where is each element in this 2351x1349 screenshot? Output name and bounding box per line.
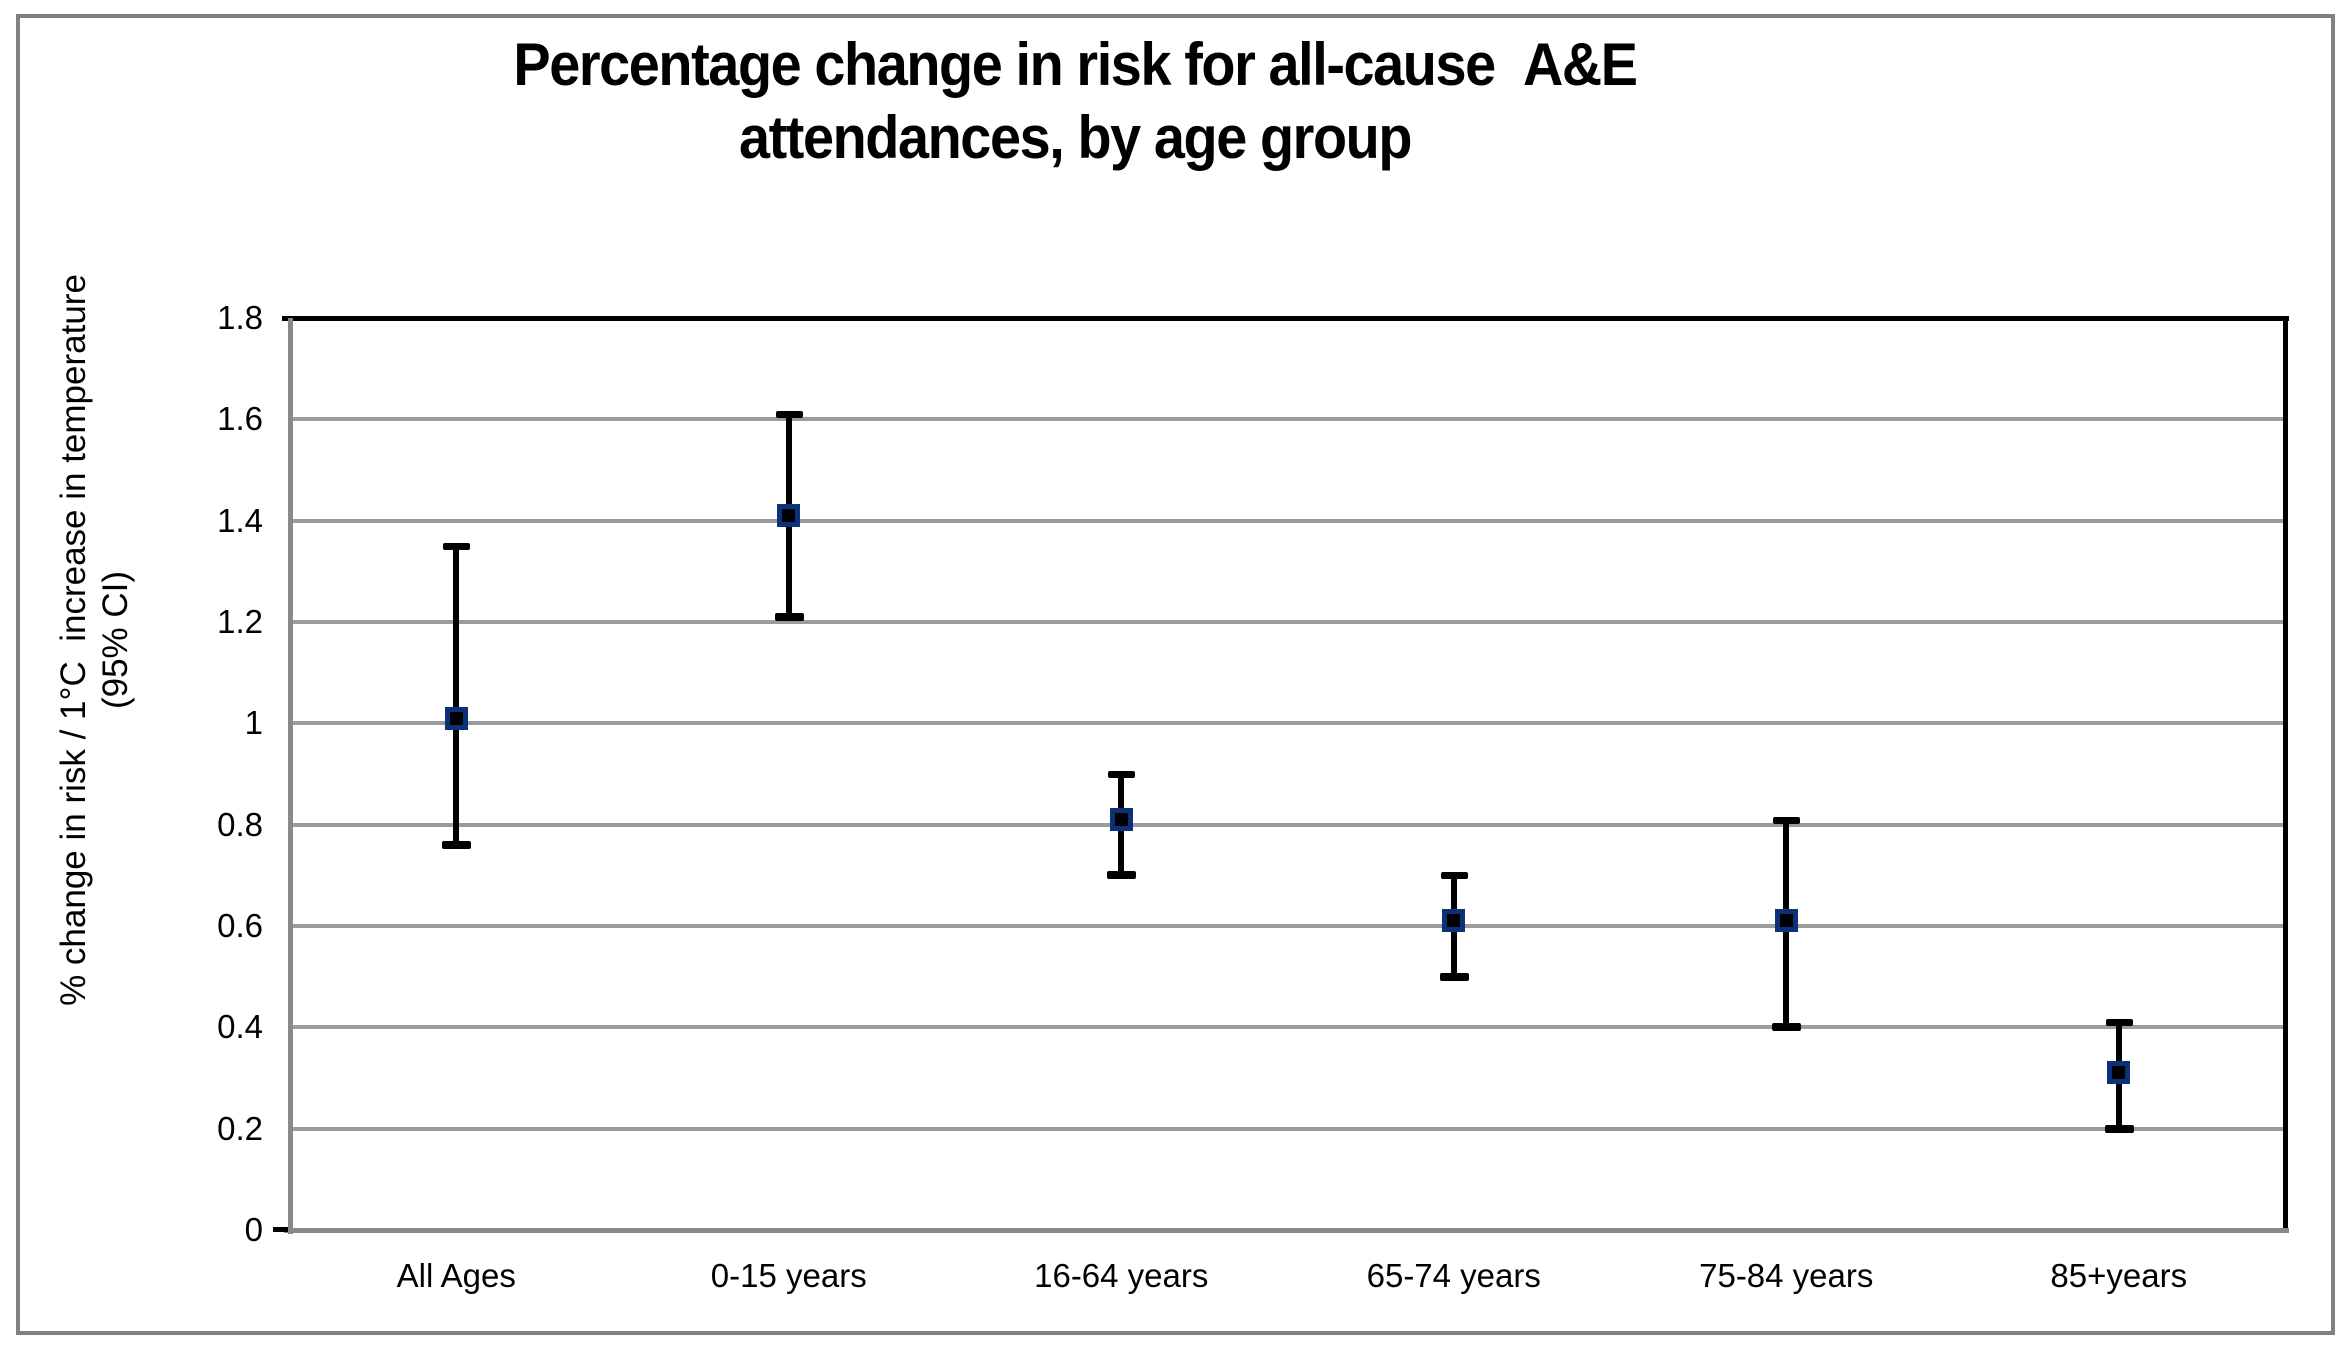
data-point-marker: [444, 706, 468, 730]
error-bar-cap-top: [443, 543, 471, 550]
y-tick-label: 1.8: [217, 299, 263, 336]
error-bar-line: [453, 546, 460, 845]
error-bar-cap-top: [1773, 816, 1801, 824]
gridline: [290, 924, 2285, 928]
gridline: [290, 1025, 2285, 1030]
error-bar-cap-top: [2105, 1019, 2133, 1027]
y-tick-label: 1.2: [217, 603, 263, 640]
y-tick-label: 0.8: [217, 805, 263, 843]
gridline: [290, 822, 2285, 827]
plot-border-top: [282, 316, 2289, 321]
y-tick-label: 0.6: [217, 907, 263, 944]
gridline: [290, 721, 2285, 726]
x-category-label: 16-64 years: [1034, 1257, 1209, 1294]
data-point-marker: [1774, 909, 1798, 933]
gridline: [290, 417, 2285, 422]
x-category-label: 85+years: [2050, 1257, 2188, 1294]
plot-border-right: [2283, 318, 2288, 1232]
data-point-marker: [1109, 808, 1133, 832]
chart-border-frame: [16, 14, 2335, 1335]
gridline: [290, 518, 2285, 523]
gridline: [290, 1126, 2285, 1131]
y-tick-label: 0: [244, 1211, 263, 1248]
error-bar-cap-bottom: [1439, 972, 1469, 981]
plot-area: 0 0.2 0.4 0.6 0.8 1 1.2 1.4 1.6 1.8 All Ages 0-15 y…: [217, 299, 2289, 1294]
error-bar-cap-top: [775, 411, 803, 419]
y-tick-label: 1.4: [217, 501, 263, 539]
error-bar-cap-bottom: [442, 840, 472, 849]
y-axis-title-line1: % change in risk / 1°C increase in tempe…: [54, 274, 93, 1006]
chart-title: Percentage change in risk for all-cause …: [75, 28, 2075, 174]
y-tick-label: 0.2: [217, 1109, 263, 1147]
x-category-label: 65-74 years: [1366, 1257, 1541, 1294]
y-axis-line: [288, 318, 293, 1234]
error-bar-cap-top: [1440, 872, 1468, 880]
y-tick-label: 0.4: [217, 1008, 263, 1046]
x-category-label: 75-84 years: [1699, 1257, 1874, 1294]
gridline: [290, 620, 2285, 624]
data-point-marker: [777, 504, 801, 528]
error-bar-cap-bottom: [1772, 1023, 1802, 1032]
error-bar-cap-bottom: [774, 612, 804, 621]
chart-title-line2: attendances, by age group: [738, 104, 1412, 172]
data-point-marker: [2107, 1061, 2131, 1085]
zero-tick-mark: [273, 1227, 288, 1232]
y-tick-label: 1.6: [217, 400, 263, 438]
y-tick-label: 1: [244, 704, 263, 742]
x-category-label: 0-15 years: [710, 1257, 867, 1294]
x-category-label: All Ages: [396, 1257, 516, 1294]
error-bar-cap-bottom: [2104, 1124, 2134, 1133]
error-bar-cap-bottom: [1107, 871, 1137, 880]
chart-title-line1: Percentage change in risk for all-cause …: [513, 31, 1638, 98]
x-axis-line: [284, 1228, 2289, 1233]
error-bar-cap-top: [1108, 771, 1136, 778]
data-point-marker: [1442, 909, 1466, 933]
